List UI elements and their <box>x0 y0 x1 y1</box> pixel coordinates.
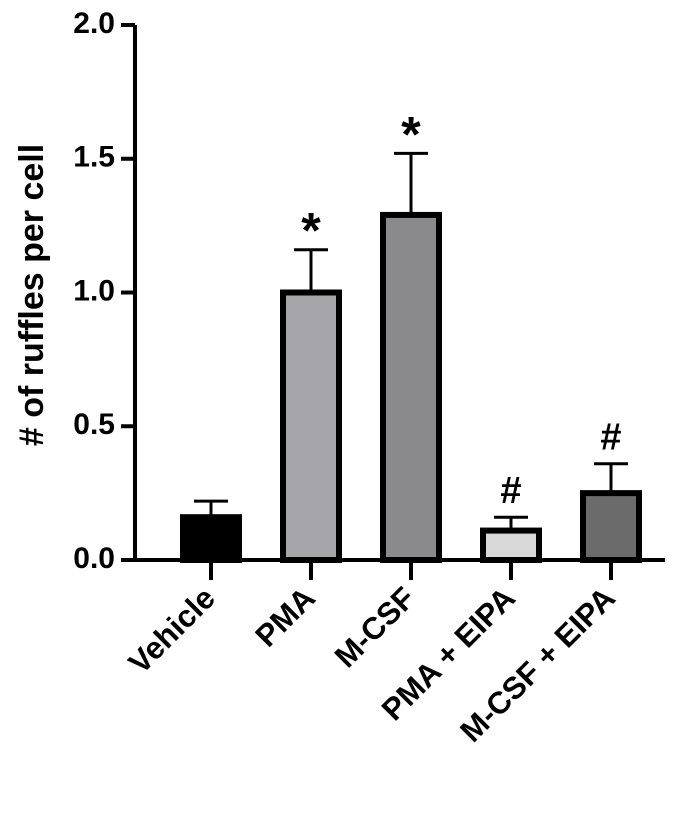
y-tick-label: 2.0 <box>73 7 115 40</box>
significance-marker: * <box>301 203 321 259</box>
y-tick-label: 1.5 <box>73 141 115 174</box>
y-tick-label: 0.0 <box>73 542 115 575</box>
axes: 0.0 0.5 1.0 1.5 2.0 <box>73 7 665 580</box>
y-tick-label: 0.5 <box>73 408 115 441</box>
bar <box>380 211 442 564</box>
significance-marker: # <box>500 470 521 512</box>
bar <box>480 527 542 564</box>
x-tick-label: PMA <box>248 580 321 653</box>
x-tick-label: M-CSF <box>328 580 422 674</box>
y-axis-label: # of ruffles per cell <box>13 144 51 446</box>
bars: * * # # <box>180 106 642 564</box>
significance-marker: # <box>600 417 621 459</box>
y-tick-label: 1.0 <box>73 274 115 307</box>
bar <box>180 514 242 564</box>
x-tick-label: Vehicle <box>122 580 222 680</box>
significance-marker: * <box>401 106 421 162</box>
bar <box>580 490 642 563</box>
bar <box>280 289 342 563</box>
